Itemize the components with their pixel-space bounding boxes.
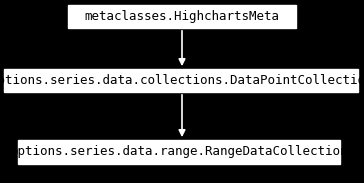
- Text: metaclasses.HighchartsMeta: metaclasses.HighchartsMeta: [84, 10, 280, 23]
- FancyBboxPatch shape: [18, 140, 340, 164]
- FancyBboxPatch shape: [68, 5, 296, 28]
- Text: options.series.data.collections.DataPointCollection: options.series.data.collections.DataPoin…: [0, 74, 364, 87]
- FancyBboxPatch shape: [4, 69, 358, 92]
- Text: options.series.data.range.RangeDataCollection: options.series.data.range.RangeDataColle…: [10, 145, 348, 158]
